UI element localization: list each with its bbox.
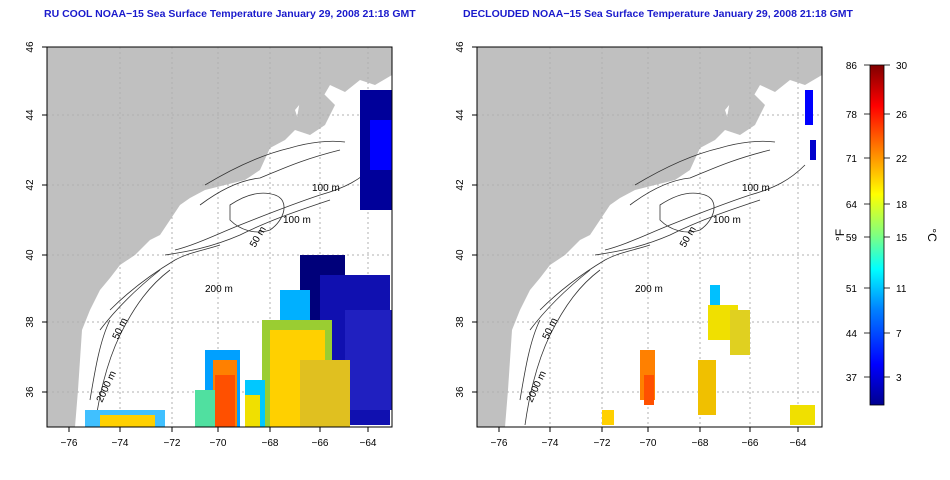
y-axis-labels: 36 38 40 42 44 46 [455,41,466,398]
svg-text:100 m: 100 m [283,215,311,226]
svg-text:38: 38 [455,316,466,328]
land-mass [477,47,822,427]
svg-text:44: 44 [455,109,466,121]
svg-text:51: 51 [846,284,858,295]
colorbar-gradient [869,64,885,406]
raw-sst-map: 100 m 100 m 50 m 200 m 50 m 2000 m −76 −… [0,30,410,475]
svg-text:36: 36 [25,386,36,398]
svg-text:−64: −64 [790,438,807,449]
svg-text:−70: −70 [640,438,657,449]
svg-text:−64: −64 [360,438,377,449]
svg-text:18: 18 [896,200,908,211]
fahrenheit-unit: °F [833,229,847,241]
svg-text:−72: −72 [164,438,181,449]
svg-text:−66: −66 [742,438,759,449]
svg-text:46: 46 [25,41,36,53]
svg-text:38: 38 [25,316,36,328]
sst-warm-patches [85,290,350,427]
svg-text:37: 37 [846,373,858,384]
svg-text:71: 71 [846,154,858,165]
svg-text:200 m: 200 m [635,284,663,295]
x-axis-labels: −76 −74 −72 −70 −68 −66 −64 [491,438,807,449]
svg-text:100 m: 100 m [713,215,741,226]
fahrenheit-labels: 86 78 71 64 59 51 44 37 [846,61,858,384]
svg-text:40: 40 [25,249,36,261]
svg-text:15: 15 [896,233,908,244]
svg-text:42: 42 [455,179,466,191]
svg-text:−68: −68 [692,438,709,449]
svg-text:78: 78 [846,110,858,121]
svg-text:100 m: 100 m [742,183,770,194]
svg-text:30: 30 [896,61,908,72]
svg-text:100 m: 100 m [312,183,340,194]
svg-text:26: 26 [896,110,908,121]
svg-text:200 m: 200 m [205,284,233,295]
svg-text:59: 59 [846,233,858,244]
svg-text:46: 46 [455,41,466,53]
x-axis-labels: −76 −74 −72 −70 −68 −66 −64 [61,438,377,449]
svg-text:44: 44 [846,329,858,340]
right-map-title: DECLOUDED NOAA−15 Sea Surface Temperatur… [463,8,853,20]
svg-text:−70: −70 [210,438,227,449]
svg-text:−66: −66 [312,438,329,449]
svg-text:36: 36 [455,386,466,398]
sst-remaining-patches [602,90,816,425]
declouded-sst-map: 100 m 100 m 50 m 200 m 50 m 2000 m −76 −… [430,30,840,475]
celsius-unit: °C [925,228,939,242]
svg-text:−72: −72 [594,438,611,449]
svg-text:22: 22 [896,154,908,165]
svg-text:64: 64 [846,200,858,211]
svg-text:86: 86 [846,61,858,72]
y-axis-labels: 36 38 40 42 44 46 [25,41,36,398]
svg-text:−74: −74 [112,438,129,449]
svg-text:11: 11 [896,284,907,295]
temperature-colorbar: 86 78 71 64 59 51 44 37 30 26 22 18 15 1… [830,55,940,415]
svg-text:40: 40 [455,249,466,261]
svg-text:7: 7 [896,329,902,340]
svg-text:−74: −74 [542,438,559,449]
svg-text:−76: −76 [61,438,78,449]
svg-text:3: 3 [896,373,902,384]
svg-text:42: 42 [25,179,36,191]
left-map-title: RU COOL NOAA−15 Sea Surface Temperature … [44,8,416,20]
sst-cold-patch [300,90,392,425]
svg-text:44: 44 [25,109,36,121]
celsius-labels: 30 26 22 18 15 11 7 3 [896,61,908,384]
svg-text:−68: −68 [262,438,279,449]
land-mass [47,47,392,427]
svg-text:−76: −76 [491,438,508,449]
